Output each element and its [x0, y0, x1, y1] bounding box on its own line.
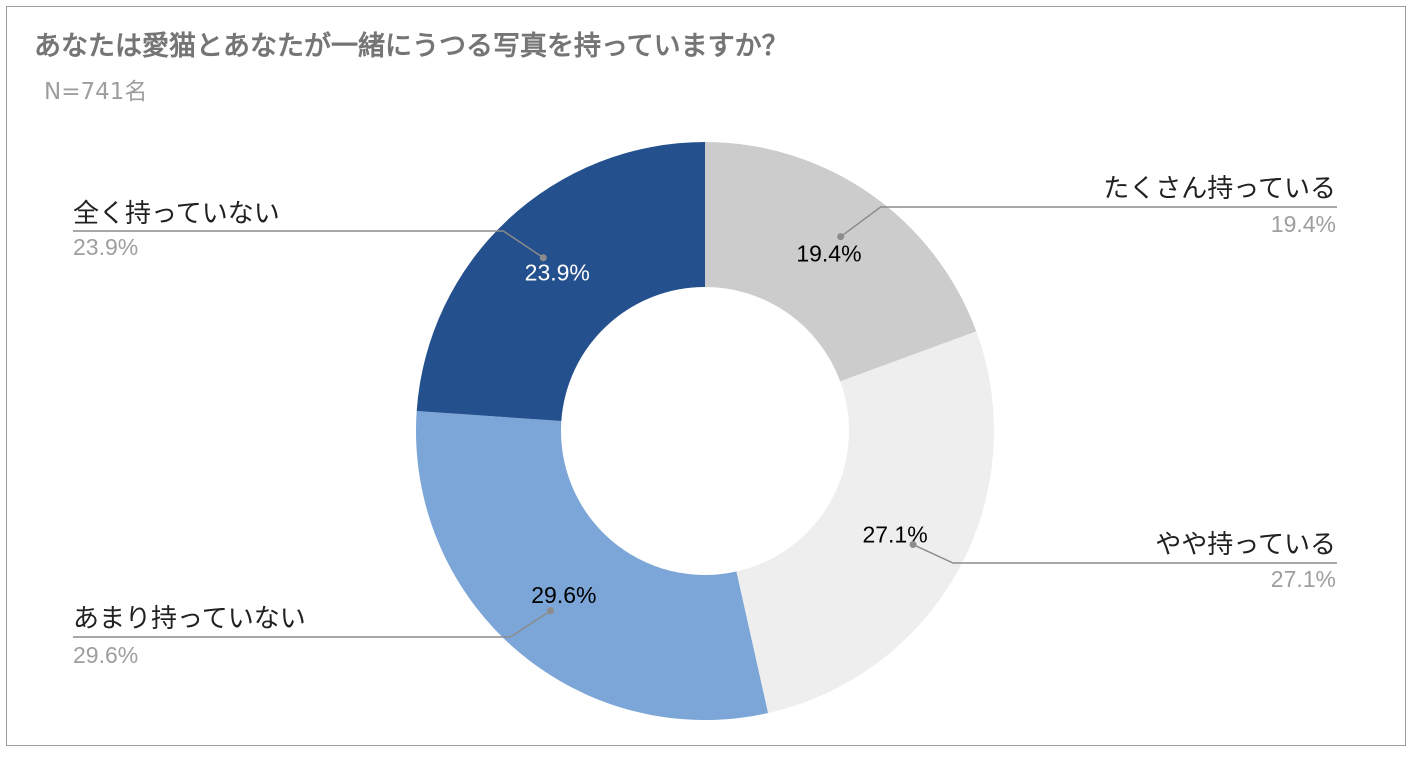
- callout-value-label: 27.1%: [1271, 566, 1336, 592]
- callout-category-label: 全く持っていない: [73, 199, 280, 229]
- slice-value-label: 23.9%: [525, 260, 590, 286]
- slice-value-label: 19.4%: [796, 240, 861, 266]
- callout-line: [73, 610, 551, 638]
- callout-line: [73, 230, 544, 259]
- callout-category-label: あまり持っていない: [73, 604, 306, 634]
- callout-category-label: やや持っている: [1155, 530, 1336, 560]
- slice-value-label: 27.1%: [862, 522, 927, 548]
- callout-value-label: 29.6%: [73, 642, 138, 668]
- callout-line: [840, 206, 1337, 238]
- callout-labels: たくさん持っている 19.4% やや持っている 27.1% あまり持っていない 29.6%…: [73, 174, 1337, 668]
- donut-slice: [705, 142, 977, 382]
- chart-subtitle: N=741名: [44, 79, 148, 105]
- chart-title: あなたは愛猫とあなたが一緒にうつる写真を持っていますか？: [34, 31, 789, 62]
- donut-slice: [415, 411, 769, 721]
- callout-value-label: 23.9%: [73, 234, 138, 260]
- donut-slices: [415, 142, 994, 721]
- slice-value-label: 29.6%: [531, 582, 596, 608]
- donut-slice: [416, 142, 705, 422]
- callout-line: [912, 543, 1337, 564]
- inner-value-labels: 19.4% 27.1% 29.6% 23.9%: [525, 240, 928, 608]
- donut-slice: [736, 331, 994, 714]
- callout-category-label: たくさん持っている: [1103, 174, 1336, 204]
- callout-value-label: 19.4%: [1271, 211, 1336, 237]
